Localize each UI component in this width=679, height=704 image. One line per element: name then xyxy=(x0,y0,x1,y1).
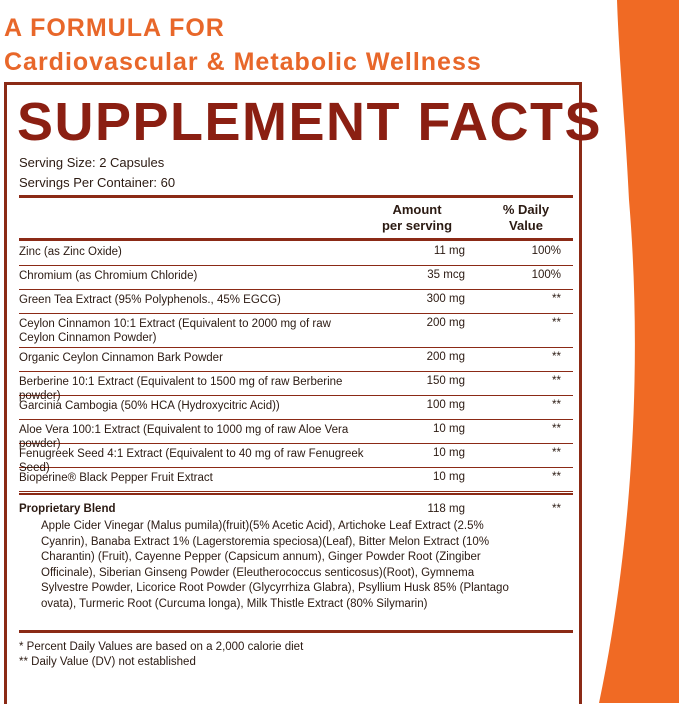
serving-size: Serving Size: 2 Capsules xyxy=(19,155,165,170)
nutrient-amount: 11 mg xyxy=(433,245,465,257)
footnote-dv-not-established: ** Daily Value (DV) not established xyxy=(19,656,196,668)
nutrient-amount: 200 mg xyxy=(426,351,465,363)
orange-accent-shape xyxy=(599,0,679,703)
nutrient-daily-value: ** xyxy=(552,351,561,363)
nutrient-name: Fenugreek Seed 4:1 Extract (Equivalent t… xyxy=(19,448,364,474)
servings-per-container: Servings Per Container: 60 xyxy=(19,175,176,190)
amount-header: Amount per serving xyxy=(381,202,453,233)
nutrient-row: Zinc (as Zinc Oxide) 11 mg 100% xyxy=(19,242,573,266)
nutrient-name: Bioperine® Black Pepper Fruit Extract xyxy=(19,472,213,484)
nutrient-daily-value: 100% xyxy=(531,245,561,257)
nutrient-daily-value: ** xyxy=(552,471,561,483)
nutrient-amount: 10 mg xyxy=(433,471,465,483)
nutrient-daily-value: ** xyxy=(552,375,561,387)
proprietary-blend-ingredients: Apple Cider Vinegar (Malus pumila)(fruit… xyxy=(41,520,509,610)
nutrient-daily-value: ** xyxy=(552,293,561,305)
nutrient-amount: 10 mg xyxy=(433,423,465,435)
nutrient-name: Green Tea Extract (95% Polyphenols., 45%… xyxy=(19,294,281,306)
nutrient-row: Ceylon Cinnamon 10:1 Extract (Equivalent… xyxy=(19,314,573,348)
nutrient-amount: 150 mg xyxy=(426,375,465,387)
header-rule xyxy=(19,238,573,241)
nutrient-name: Zinc (as Zinc Oxide) xyxy=(19,246,122,258)
nutrient-name: Organic Ceylon Cinnamon Bark Powder xyxy=(19,352,223,364)
nutrient-daily-value: 100% xyxy=(531,269,561,281)
supplement-facts-panel: SUPPLEMENT FACTS Serving Size: 2 Capsule… xyxy=(4,82,601,704)
nutrient-row: Garcinia Cambogia (50% HCA (Hydroxycitri… xyxy=(19,396,573,420)
nutrient-daily-value: ** xyxy=(552,399,561,411)
footnote-percent-dv: * Percent Daily Values are based on a 2,… xyxy=(19,641,304,653)
daily-value-header: % Daily Value xyxy=(502,202,550,233)
nutrient-daily-value: ** xyxy=(552,317,561,329)
proprietary-blend-amount: 118 mg xyxy=(427,503,465,515)
proprietary-blend-dv: ** xyxy=(552,503,561,515)
facts-title: SUPPLEMENT FACTS xyxy=(17,92,603,152)
nutrient-name: Aloe Vera 100:1 Extract (Equivalent to 1… xyxy=(19,424,349,450)
nutrient-row: Bioperine® Black Pepper Fruit Extract 10 … xyxy=(19,468,573,492)
headline-line-2: Cardiovascular & Metabolic Wellness xyxy=(4,48,482,76)
nutrient-amount: 200 mg xyxy=(426,317,465,329)
nutrient-row: Chromium (as Chromium Chloride) 35 mcg 100… xyxy=(19,266,573,290)
headline-line-1: A FORMULA FOR xyxy=(4,14,225,42)
nutrient-row: Aloe Vera 100:1 Extract (Equivalent to 1… xyxy=(19,420,573,450)
nutrient-daily-value: ** xyxy=(552,447,561,459)
nutrient-name: Berberine 10:1 Extract (Equivalent to 15… xyxy=(19,376,343,402)
nutrient-amount: 10 mg xyxy=(433,447,465,459)
nutrient-name: Garcinia Cambogia (50% HCA (Hydroxycitri… xyxy=(19,400,280,412)
top-rule xyxy=(19,195,573,198)
blend-rule xyxy=(19,493,573,495)
nutrient-amount: 35 mcg xyxy=(427,269,465,281)
nutrient-row: Green Tea Extract (95% Polyphenols., 45%… xyxy=(19,290,573,314)
bottom-rule xyxy=(19,630,573,633)
nutrient-amount: 300 mg xyxy=(426,293,465,305)
nutrient-row: Berberine 10:1 Extract (Equivalent to 15… xyxy=(19,372,573,402)
nutrient-name: Chromium (as Chromium Chloride) xyxy=(19,270,198,282)
nutrient-daily-value: ** xyxy=(552,423,561,435)
nutrient-row: Fenugreek Seed 4:1 Extract (Equivalent t… xyxy=(19,444,573,474)
nutrient-amount: 100 mg xyxy=(426,399,465,411)
nutrient-name: Ceylon Cinnamon 10:1 Extract (Equivalent… xyxy=(19,318,331,344)
nutrient-row: Organic Ceylon Cinnamon Bark Powder 200 m… xyxy=(19,348,573,372)
proprietary-blend-label: Proprietary Blend xyxy=(19,503,116,515)
